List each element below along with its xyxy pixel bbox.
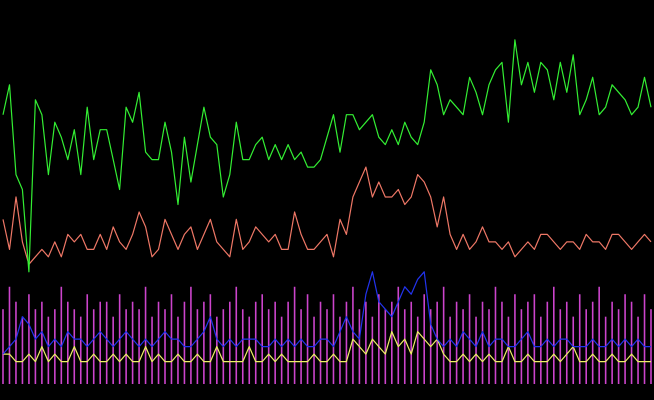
series-line-green [2, 39, 652, 273]
series-line-blue [2, 271, 651, 355]
series-line-yellow [3, 331, 651, 363]
line-layer [2, 39, 652, 363]
impulse-layer [2, 286, 652, 384]
series-line-salmon [2, 166, 652, 265]
